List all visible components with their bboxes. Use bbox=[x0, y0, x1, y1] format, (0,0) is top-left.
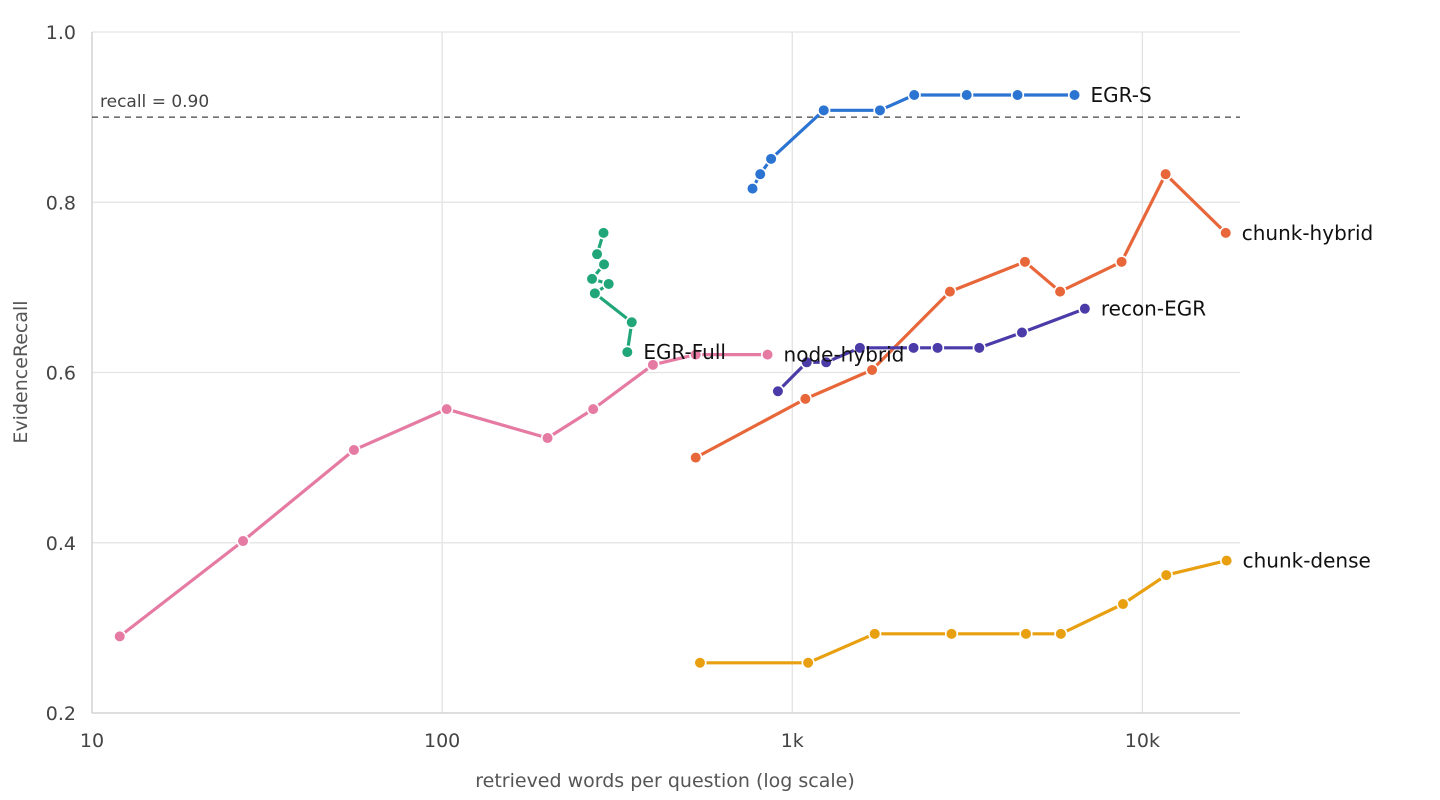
axes: 10 100 1k 10k 0.2 0.4 0.6 0.8 1.0 bbox=[46, 22, 1240, 752]
series-egr-s bbox=[745, 88, 1082, 196]
recon-egr-label: recon-EGR bbox=[1101, 297, 1206, 321]
chunk-dense-point bbox=[868, 627, 882, 641]
chunk-dense-point bbox=[693, 656, 707, 670]
egr-full-point bbox=[597, 257, 611, 271]
series-chunk-dense bbox=[693, 554, 1234, 670]
recon-egr-point bbox=[1078, 302, 1092, 316]
series-labels: EGR-S chunk-hybrid recon-EGR EGR-Full node-h… bbox=[643, 83, 1373, 573]
x-tick-label: 100 bbox=[424, 730, 460, 752]
node-hybrid-point bbox=[586, 402, 600, 416]
chunk-hybrid-label: chunk-hybrid bbox=[1242, 221, 1374, 245]
chunk-dense-point bbox=[801, 656, 815, 670]
recall-threshold-label: recall = 0.90 bbox=[100, 92, 209, 112]
y-tick-label: 0.8 bbox=[46, 192, 76, 214]
node-hybrid-point bbox=[236, 534, 250, 548]
chunk-hybrid-point bbox=[1114, 255, 1129, 269]
x-axis-title: retrieved words per question (log scale) bbox=[475, 770, 855, 792]
chunk-hybrid-point bbox=[865, 363, 879, 377]
chunk-hybrid-point bbox=[943, 285, 957, 299]
egr-full-label: EGR-Full bbox=[643, 340, 726, 364]
chunk-hybrid-point bbox=[1159, 167, 1173, 181]
chunk-dense-point bbox=[1116, 597, 1130, 611]
node-hybrid-point bbox=[113, 629, 127, 643]
chunk-dense-point bbox=[1159, 568, 1173, 582]
chunk-hybrid-point bbox=[798, 392, 812, 406]
node-hybrid-label: node-hybrid bbox=[784, 343, 905, 367]
series-group bbox=[113, 88, 1234, 670]
egr-s-point bbox=[753, 167, 767, 181]
egr-s-line bbox=[751, 93, 1075, 190]
recon-egr-point bbox=[1015, 325, 1029, 340]
x-tick-label: 1k bbox=[781, 730, 804, 752]
node-hybrid-point bbox=[540, 431, 555, 445]
egr-s-point bbox=[873, 103, 887, 117]
reference-line-group: recall = 0.90 bbox=[92, 92, 1240, 118]
egr-s-point bbox=[764, 152, 778, 166]
series-chunk-hybrid bbox=[689, 167, 1233, 465]
egr-full-point bbox=[590, 247, 604, 261]
node-hybrid-line bbox=[118, 353, 768, 638]
node-hybrid-point bbox=[440, 402, 454, 416]
chunk-dense-point bbox=[944, 627, 959, 641]
chunk-dense-point bbox=[1220, 554, 1234, 568]
node-hybrid-point bbox=[347, 443, 361, 457]
recon-egr-point bbox=[906, 341, 921, 355]
y-axis-title: EvidenceRecall bbox=[10, 300, 32, 443]
egr-s-point bbox=[745, 182, 760, 196]
node-hybrid-point bbox=[689, 348, 703, 362]
chunk-hybrid-point bbox=[1053, 285, 1067, 299]
chunk-dense-point bbox=[1054, 627, 1068, 641]
y-tick-label: 0.4 bbox=[46, 533, 76, 555]
recon-egr-point bbox=[819, 355, 833, 369]
series-recon-egr bbox=[771, 302, 1092, 398]
egr-s-label: EGR-S bbox=[1091, 83, 1152, 107]
x-tick-label: 10k bbox=[1125, 730, 1160, 752]
egr-s-point bbox=[960, 88, 974, 102]
series-egr-full bbox=[585, 226, 639, 359]
chunk-dense-point bbox=[1019, 627, 1033, 641]
recon-egr-point bbox=[972, 341, 986, 355]
x-tick-label: 10 bbox=[80, 730, 104, 752]
egr-full-point bbox=[596, 226, 611, 240]
chunk-hybrid-point bbox=[689, 451, 703, 465]
recon-egr-point bbox=[800, 355, 814, 369]
egr-full-point bbox=[620, 345, 634, 359]
chunk-dense-line bbox=[700, 559, 1227, 665]
egr-full-point bbox=[625, 315, 639, 329]
egr-s-point bbox=[1067, 88, 1082, 102]
egr-full-point bbox=[588, 286, 602, 300]
recon-egr-point bbox=[853, 341, 867, 355]
egr-s-point bbox=[1010, 88, 1025, 102]
egr-full-point bbox=[585, 272, 599, 286]
egr-s-point bbox=[907, 88, 921, 102]
grid bbox=[91, 31, 1240, 714]
node-hybrid-point bbox=[760, 348, 775, 362]
chunk-dense-label: chunk-dense bbox=[1243, 549, 1371, 573]
y-tick-label: 1.0 bbox=[46, 22, 76, 44]
chunk-hybrid-point bbox=[1018, 255, 1032, 269]
egr-full-point bbox=[602, 277, 616, 291]
egr-s-point bbox=[817, 103, 831, 117]
recon-egr-point bbox=[930, 341, 945, 355]
recon-egr-point bbox=[771, 384, 785, 398]
series-node-hybrid bbox=[113, 348, 775, 643]
chunk-hybrid-point bbox=[1219, 226, 1233, 240]
node-hybrid-point bbox=[646, 358, 660, 372]
y-tick-label: 0.2 bbox=[46, 703, 76, 725]
y-tick-label: 0.6 bbox=[46, 363, 76, 385]
